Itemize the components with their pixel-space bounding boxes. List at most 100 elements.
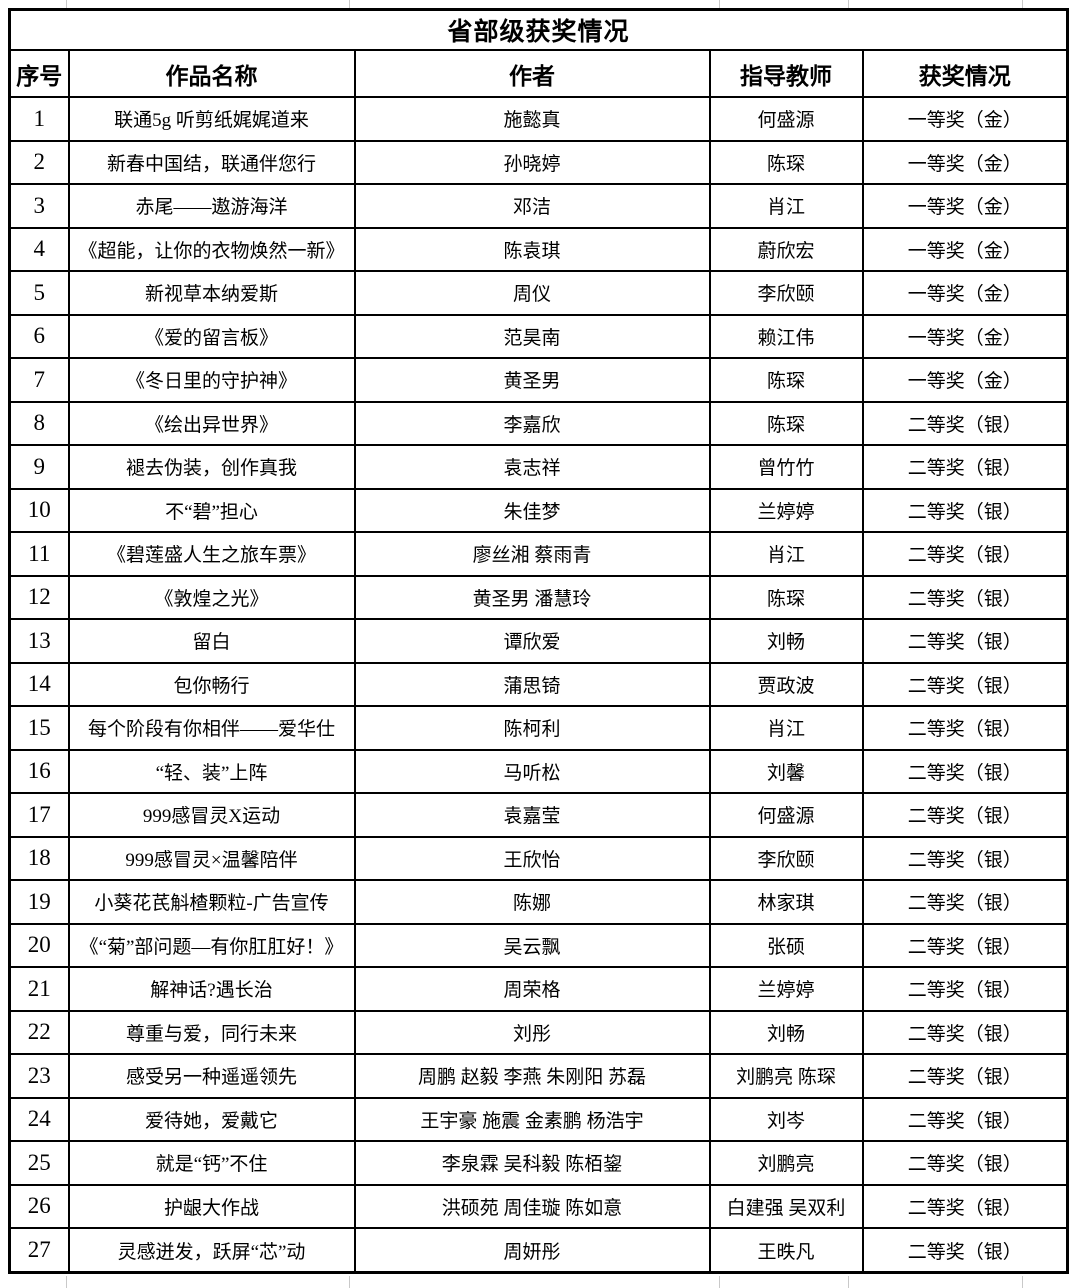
cell-work-name[interactable]: 999感冒灵X运动 [67,792,356,838]
cell-work-name[interactable]: 新春中国结，联通伴您行 [67,139,356,185]
cell-authors[interactable]: 孙晓婷 [353,139,711,185]
cell-teacher[interactable]: 何盛源 [708,792,864,838]
cell-no[interactable]: 7 [8,357,70,403]
cell-no[interactable]: 20 [8,922,70,968]
cell-work-name[interactable]: 《“菊”部问题—有你肛肛好！》 [67,922,356,968]
cell-award[interactable]: 二等奖（银） [861,574,1069,620]
cell-work-name[interactable]: 999感冒灵×温馨陪伴 [67,835,356,881]
cell-no[interactable]: 9 [8,444,70,490]
cell-work-name[interactable]: 每个阶段有你相伴——爱华仕 [67,705,356,751]
cell-authors[interactable]: 周鹏 赵毅 李燕 朱刚阳 苏磊 [353,1053,711,1099]
cell-award[interactable]: 二等奖（银） [861,748,1069,794]
cell-no[interactable]: 16 [8,748,70,794]
cell-teacher[interactable]: 何盛源 [708,96,864,142]
cell-work-name[interactable]: 就是“钙”不住 [67,1140,356,1186]
cell-authors[interactable]: 陈娜 [353,879,711,925]
cell-award[interactable]: 一等奖（金） [861,226,1069,272]
cell-authors[interactable]: 谭欣爱 [353,618,711,664]
cell-award[interactable]: 二等奖（银） [861,1053,1069,1099]
cell-no[interactable]: 13 [8,618,70,664]
cell-award[interactable]: 二等奖（银） [861,922,1069,968]
cell-award[interactable]: 二等奖（银） [861,835,1069,881]
cell-no[interactable]: 15 [8,705,70,751]
cell-teacher[interactable]: 张硕 [708,922,864,968]
cell-award[interactable]: 二等奖（银） [861,487,1069,533]
cell-award[interactable]: 二等奖（银） [861,966,1069,1012]
cell-authors[interactable]: 吴云飘 [353,922,711,968]
cell-authors[interactable]: 马听松 [353,748,711,794]
cell-teacher[interactable]: 陈琛 [708,357,864,403]
cell-award[interactable]: 一等奖（金） [861,270,1069,316]
cell-authors[interactable]: 蒲思锜 [353,661,711,707]
cell-teacher[interactable]: 赖江伟 [708,313,864,359]
cell-authors[interactable]: 陈袁琪 [353,226,711,272]
cell-award[interactable]: 一等奖（金） [861,96,1069,142]
cell-teacher[interactable]: 刘鹏亮 陈琛 [708,1053,864,1099]
cell-authors[interactable]: 邓洁 [353,183,711,229]
cell-authors[interactable]: 李泉霖 吴科毅 陈栢鋆 [353,1140,711,1186]
cell-no[interactable]: 12 [8,574,70,620]
cell-award[interactable]: 二等奖（银） [861,1140,1069,1186]
cell-authors[interactable]: 黄圣男 [353,357,711,403]
cell-no[interactable]: 11 [8,531,70,577]
cell-authors[interactable]: 李嘉欣 [353,400,711,446]
cell-authors[interactable]: 刘彤 [353,1009,711,1055]
cell-authors[interactable]: 王宇豪 施震 金素鹏 杨浩宇 [353,1096,711,1142]
cell-award[interactable]: 一等奖（金） [861,183,1069,229]
cell-no[interactable]: 27 [8,1227,70,1274]
cell-no[interactable]: 5 [8,270,70,316]
cell-authors[interactable]: 朱佳梦 [353,487,711,533]
cell-work-name[interactable]: 不“碧”担心 [67,487,356,533]
cell-no[interactable]: 26 [8,1183,70,1229]
cell-teacher[interactable]: 陈琛 [708,139,864,185]
cell-no[interactable]: 19 [8,879,70,925]
cell-no[interactable]: 6 [8,313,70,359]
cell-teacher[interactable]: 刘馨 [708,748,864,794]
cell-work-name[interactable]: 《碧莲盛人生之旅车票》 [67,531,356,577]
cell-work-name[interactable]: 感受另一种遥遥领先 [67,1053,356,1099]
cell-award[interactable]: 二等奖（银） [861,1183,1069,1229]
cell-work-name[interactable]: 新视草本纳爱斯 [67,270,356,316]
cell-no[interactable]: 2 [8,139,70,185]
cell-teacher[interactable]: 陈琛 [708,400,864,446]
cell-work-name[interactable]: 赤尾——遨游海洋 [67,183,356,229]
cell-teacher[interactable]: 陈琛 [708,574,864,620]
cell-award[interactable]: 一等奖（金） [861,139,1069,185]
cell-no[interactable]: 24 [8,1096,70,1142]
cell-award[interactable]: 二等奖（银） [861,661,1069,707]
cell-no[interactable]: 4 [8,226,70,272]
cell-award[interactable]: 二等奖（银） [861,879,1069,925]
cell-work-name[interactable]: 《敦煌之光》 [67,574,356,620]
cell-work-name[interactable]: 《冬日里的守护神》 [67,357,356,403]
cell-no[interactable]: 21 [8,966,70,1012]
cell-teacher[interactable]: 贾政波 [708,661,864,707]
cell-authors[interactable]: 洪硕苑 周佳璇 陈如意 [353,1183,711,1229]
cell-work-name[interactable]: 《绘出异世界》 [67,400,356,446]
cell-authors[interactable]: 周妍彤 [353,1227,711,1274]
cell-work-name[interactable]: 解神话?遇长治 [67,966,356,1012]
cell-no[interactable]: 3 [8,183,70,229]
cell-work-name[interactable]: 小葵花芪斛楂颗粒-广告宣传 [67,879,356,925]
cell-work-name[interactable]: 包你畅行 [67,661,356,707]
cell-authors[interactable]: 范昊南 [353,313,711,359]
cell-work-name[interactable]: 褪去伪装，创作真我 [67,444,356,490]
cell-authors[interactable]: 廖丝湘 蔡雨青 [353,531,711,577]
cell-no[interactable]: 23 [8,1053,70,1099]
cell-award[interactable]: 二等奖（银） [861,792,1069,838]
cell-award[interactable]: 二等奖（银） [861,1227,1069,1274]
cell-authors[interactable]: 施懿真 [353,96,711,142]
cell-authors[interactable]: 袁嘉莹 [353,792,711,838]
cell-teacher[interactable]: 李欣颐 [708,270,864,316]
cell-work-name[interactable]: 留白 [67,618,356,664]
cell-no[interactable]: 17 [8,792,70,838]
cell-teacher[interactable]: 王昳凡 [708,1227,864,1274]
cell-no[interactable]: 10 [8,487,70,533]
cell-work-name[interactable]: 灵感迸发，跃屏“芯”动 [67,1227,356,1274]
cell-award[interactable]: 二等奖（银） [861,400,1069,446]
cell-no[interactable]: 18 [8,835,70,881]
cell-award[interactable]: 二等奖（银） [861,1096,1069,1142]
cell-authors[interactable]: 周荣格 [353,966,711,1012]
cell-work-name[interactable]: “轻、装”上阵 [67,748,356,794]
cell-teacher[interactable]: 白建强 吴双利 [708,1183,864,1229]
cell-work-name[interactable]: 《超能，让你的衣物焕然一新》 [67,226,356,272]
